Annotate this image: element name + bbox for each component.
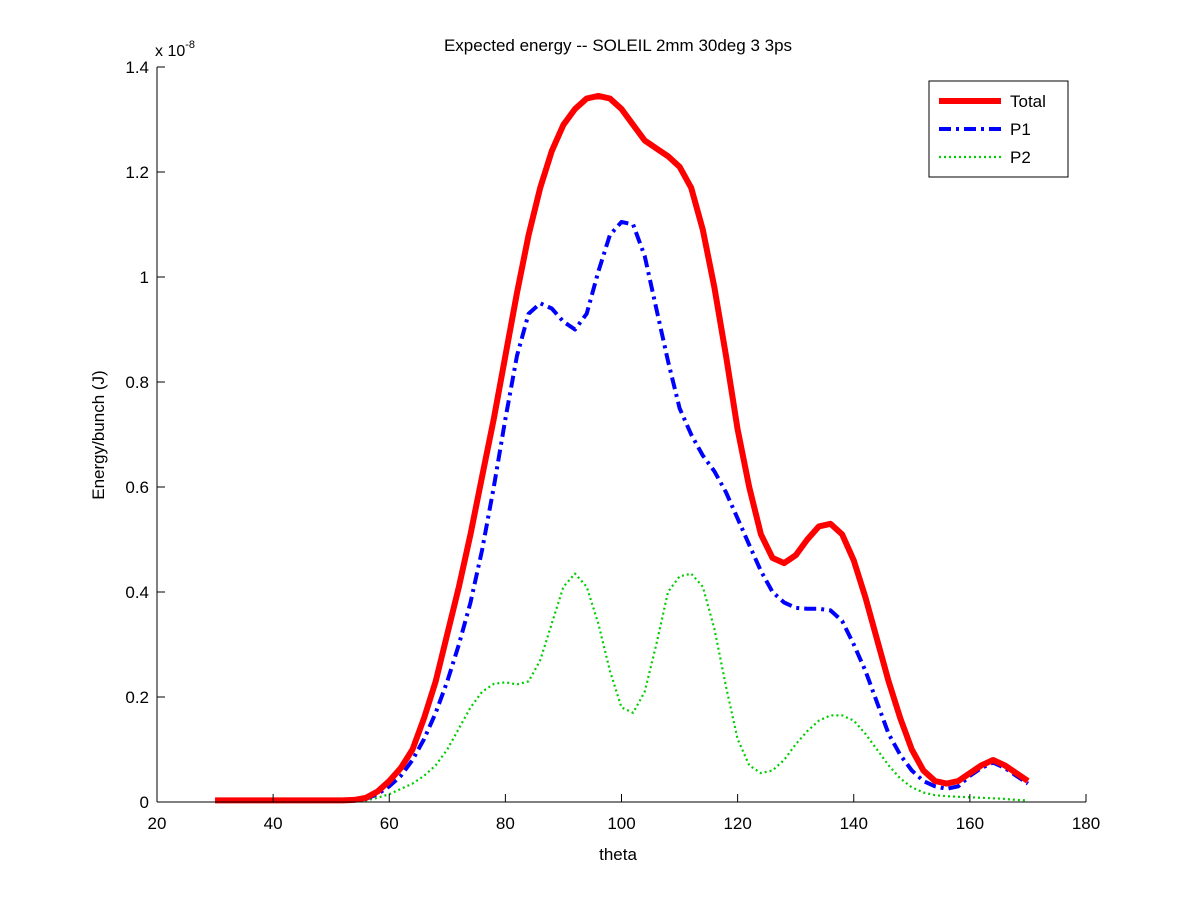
plot-area: 20 40 60 80 100 120 140 160 180 0 0.2 0.4 0.6 0.8 1 1.2… bbox=[125, 58, 1100, 833]
x-tick-label: 160 bbox=[956, 814, 984, 833]
x-tick-label: 140 bbox=[840, 814, 868, 833]
y-exponent-base: x 10 bbox=[155, 43, 185, 60]
legend-label-p2: P2 bbox=[1010, 148, 1031, 167]
series-line-p2 bbox=[215, 572, 1028, 804]
legend-label-total: Total bbox=[1010, 92, 1046, 111]
y-tick-label: 1.2 bbox=[125, 163, 149, 182]
x-tick-label: 100 bbox=[607, 814, 635, 833]
axes-background bbox=[157, 67, 1086, 802]
x-tick-label: 180 bbox=[1072, 814, 1100, 833]
y-axis-label: Energy/bunch (J) bbox=[89, 370, 108, 499]
series-line-total bbox=[215, 92, 1030, 804]
y-tick-label: 0.4 bbox=[125, 583, 149, 602]
y-tick-label: 1 bbox=[140, 268, 149, 287]
y-tick-label: 1.4 bbox=[125, 58, 149, 77]
legend: Total P1 P2 bbox=[928, 80, 1069, 178]
y-tick-label: 0 bbox=[140, 793, 149, 812]
y-exponent-power: -8 bbox=[185, 39, 195, 51]
chart-title: Expected energy -- SOLEIL 2mm 30deg 3 3p… bbox=[444, 36, 792, 55]
x-tick-label: 40 bbox=[264, 814, 283, 833]
y-axis-exponent: x 10-8 bbox=[155, 39, 195, 60]
x-tick-label: 120 bbox=[723, 814, 751, 833]
y-tick-label: 0.6 bbox=[125, 478, 149, 497]
x-axis-label: theta bbox=[599, 845, 637, 864]
legend-label-p1: P1 bbox=[1010, 120, 1031, 139]
y-tick-label: 0.8 bbox=[125, 373, 149, 392]
x-tick-label: 60 bbox=[380, 814, 399, 833]
x-tick-label: 80 bbox=[496, 814, 515, 833]
series-line-p1 bbox=[215, 219, 1030, 803]
x-tick-label: 20 bbox=[148, 814, 167, 833]
y-tick-label: 0.2 bbox=[125, 688, 149, 707]
